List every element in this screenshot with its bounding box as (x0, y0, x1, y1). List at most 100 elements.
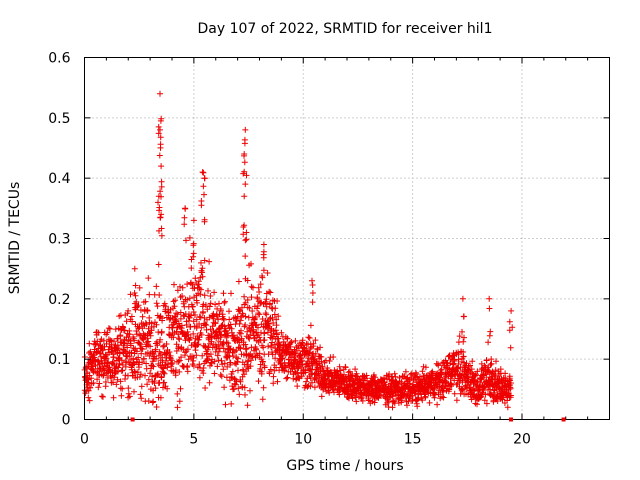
data-point (256, 334, 263, 341)
data-point (203, 326, 210, 333)
data-point (157, 126, 163, 133)
data-point (226, 308, 232, 315)
data-point (230, 353, 237, 359)
data-point (227, 346, 234, 352)
data-point (174, 311, 181, 318)
data-point (407, 371, 414, 378)
data-point (186, 234, 193, 241)
data-point (171, 303, 178, 310)
data-point (150, 398, 157, 405)
data-point (149, 373, 155, 380)
data-point (140, 355, 147, 362)
data-point (147, 343, 154, 350)
data-point (444, 369, 450, 376)
data-point (270, 373, 277, 380)
data-point (182, 205, 189, 212)
data-point (142, 298, 149, 305)
data-point (228, 400, 235, 407)
data-point (268, 344, 275, 351)
data-point (201, 218, 208, 225)
data-point (241, 371, 248, 378)
data-point (506, 327, 513, 334)
data-point (118, 357, 125, 364)
data-point (414, 374, 421, 381)
data-point (196, 313, 203, 320)
y-tick-label: 0.1 (48, 352, 70, 368)
data-point (169, 360, 176, 367)
data-point (221, 360, 228, 367)
data-point (172, 297, 179, 304)
data-point (235, 385, 242, 392)
data-point (196, 374, 203, 381)
data-point (148, 320, 155, 327)
data-point (201, 257, 208, 264)
baseline-marker (130, 417, 135, 422)
data-point (131, 388, 137, 395)
data-point (237, 317, 244, 324)
data-point (177, 385, 184, 392)
data-point (451, 390, 458, 397)
data-point (190, 330, 197, 337)
data-point (161, 379, 168, 386)
data-point (371, 399, 378, 406)
data-point (260, 358, 266, 365)
data-point (117, 385, 124, 392)
data-point (474, 368, 481, 375)
data-point (266, 370, 273, 377)
data-point (372, 374, 379, 381)
data-point (155, 193, 162, 200)
data-point (434, 401, 441, 408)
baseline-marker (561, 417, 566, 422)
data-point (150, 363, 157, 370)
data-point (243, 345, 250, 352)
data-point (269, 315, 276, 321)
data-point (207, 300, 214, 307)
data-point (179, 284, 186, 291)
data-point (142, 372, 148, 379)
data-point (485, 339, 492, 346)
data-point (205, 287, 211, 294)
data-point (114, 342, 121, 349)
data-point (121, 347, 128, 354)
data-point (131, 265, 138, 272)
tick-labels: 0 0.1 0.2 0.3 0.4 0.5 0.6 0 5 10 15 20 (48, 51, 531, 448)
data-point (391, 370, 398, 377)
data-point (292, 337, 299, 344)
y-tick-label: 0.5 (48, 111, 70, 127)
data-point (218, 307, 224, 314)
data-point (422, 393, 429, 400)
data-point (330, 354, 337, 360)
data-point (221, 299, 228, 306)
data-point (218, 357, 225, 364)
data-point (415, 394, 422, 401)
data-point (233, 347, 240, 354)
data-point (212, 301, 219, 308)
data-point (153, 283, 160, 290)
x-tick-label: 5 (189, 432, 198, 448)
data-point (459, 295, 466, 302)
data-point (136, 331, 143, 338)
data-point (260, 384, 267, 391)
data-point (226, 316, 233, 323)
data-point (238, 327, 244, 334)
data-point (344, 388, 351, 395)
data-point (190, 217, 197, 224)
data-point (223, 339, 230, 346)
data-point (240, 170, 247, 177)
data-point (269, 305, 276, 312)
data-point (147, 332, 154, 339)
data-point (241, 159, 248, 166)
data-point (201, 175, 208, 182)
data-point (159, 317, 166, 324)
data-point (508, 380, 514, 386)
data-point (221, 298, 228, 305)
data-point (250, 284, 256, 291)
data-point (248, 294, 255, 301)
data-point (460, 353, 467, 360)
data-point (137, 391, 144, 398)
data-point (199, 273, 206, 280)
data-point (190, 362, 197, 369)
data-point (236, 320, 243, 327)
data-point (318, 358, 325, 365)
data-point (235, 367, 241, 374)
